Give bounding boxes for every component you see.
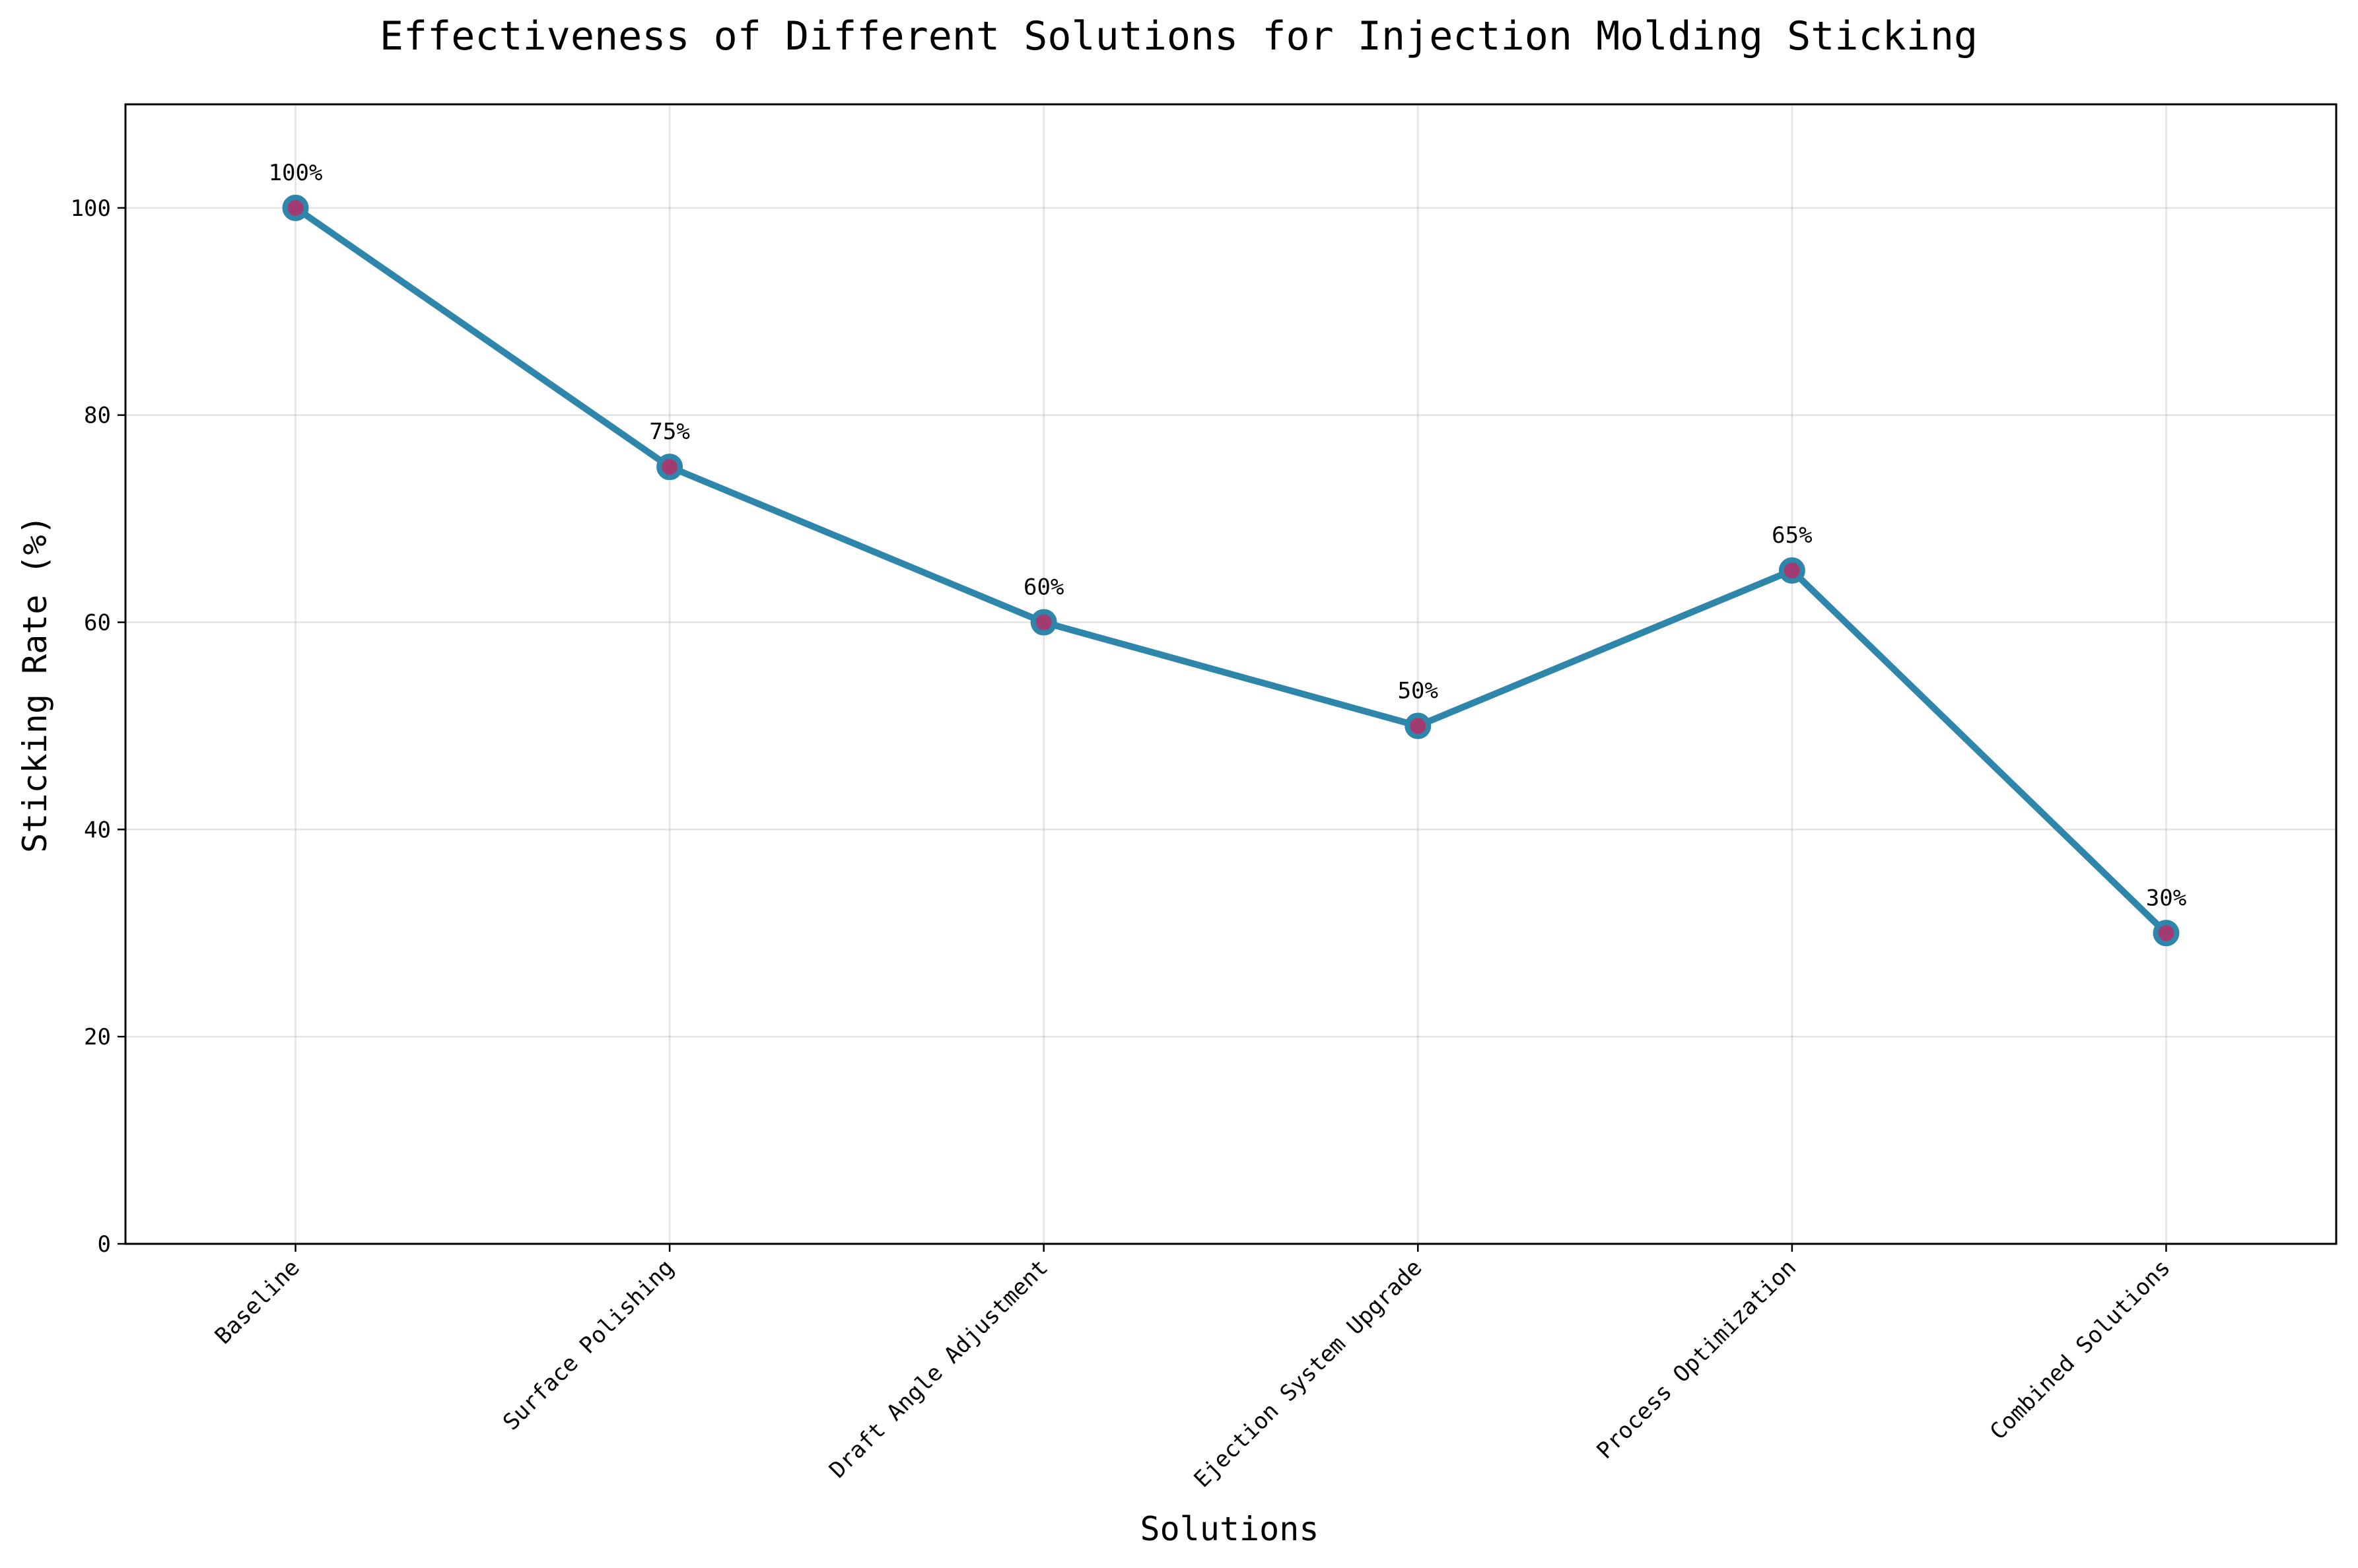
data-label: 75% [649,419,689,445]
x-axis: Baseline Surface Polishing Draft Angle Adj… [210,1244,2176,1493]
data-point [282,194,309,221]
data-label: 30% [2146,885,2186,911]
chart-title: Effectiveness of Different Solutions for… [380,13,1978,59]
plot-frame [124,103,2338,1245]
data-label: 50% [1398,677,1438,704]
y-tick-label: 40 [84,817,111,843]
data-point [1404,712,1432,739]
y-tick-label: 60 [84,610,111,636]
data-point [2153,920,2180,947]
data-label: 60% [1023,574,1064,601]
x-tick-label: Process Optimization [1591,1254,1801,1464]
data-point [656,454,683,481]
x-tick-label: Ejection System Upgrade [1189,1254,1427,1493]
y-axis: 0 20 40 60 80 100 [71,195,125,1258]
y-tick-label: 0 [98,1231,111,1258]
y-tick-label: 20 [84,1024,111,1050]
x-tick-label: Baseline [210,1254,305,1349]
series-layer: 100% 75% 60% 50% 65% 30% [269,160,2186,947]
y-axis-label: Sticking Rate (%) [16,515,54,853]
data-label: 100% [269,160,323,186]
x-tick-label: Draft Angle Adjustment [824,1254,1053,1483]
y-tick-label: 80 [84,403,111,429]
data-point [1778,557,1805,584]
data-label: 65% [1772,522,1812,549]
x-axis-label: Solutions [1140,1510,1319,1548]
x-tick-label: Surface Polishing [498,1254,679,1435]
x-tick-label: Combined Solutions [1985,1254,2176,1445]
data-point [1030,609,1057,636]
grid [125,104,2336,1245]
y-tick-label: 100 [71,195,111,222]
series-line [292,204,2170,937]
